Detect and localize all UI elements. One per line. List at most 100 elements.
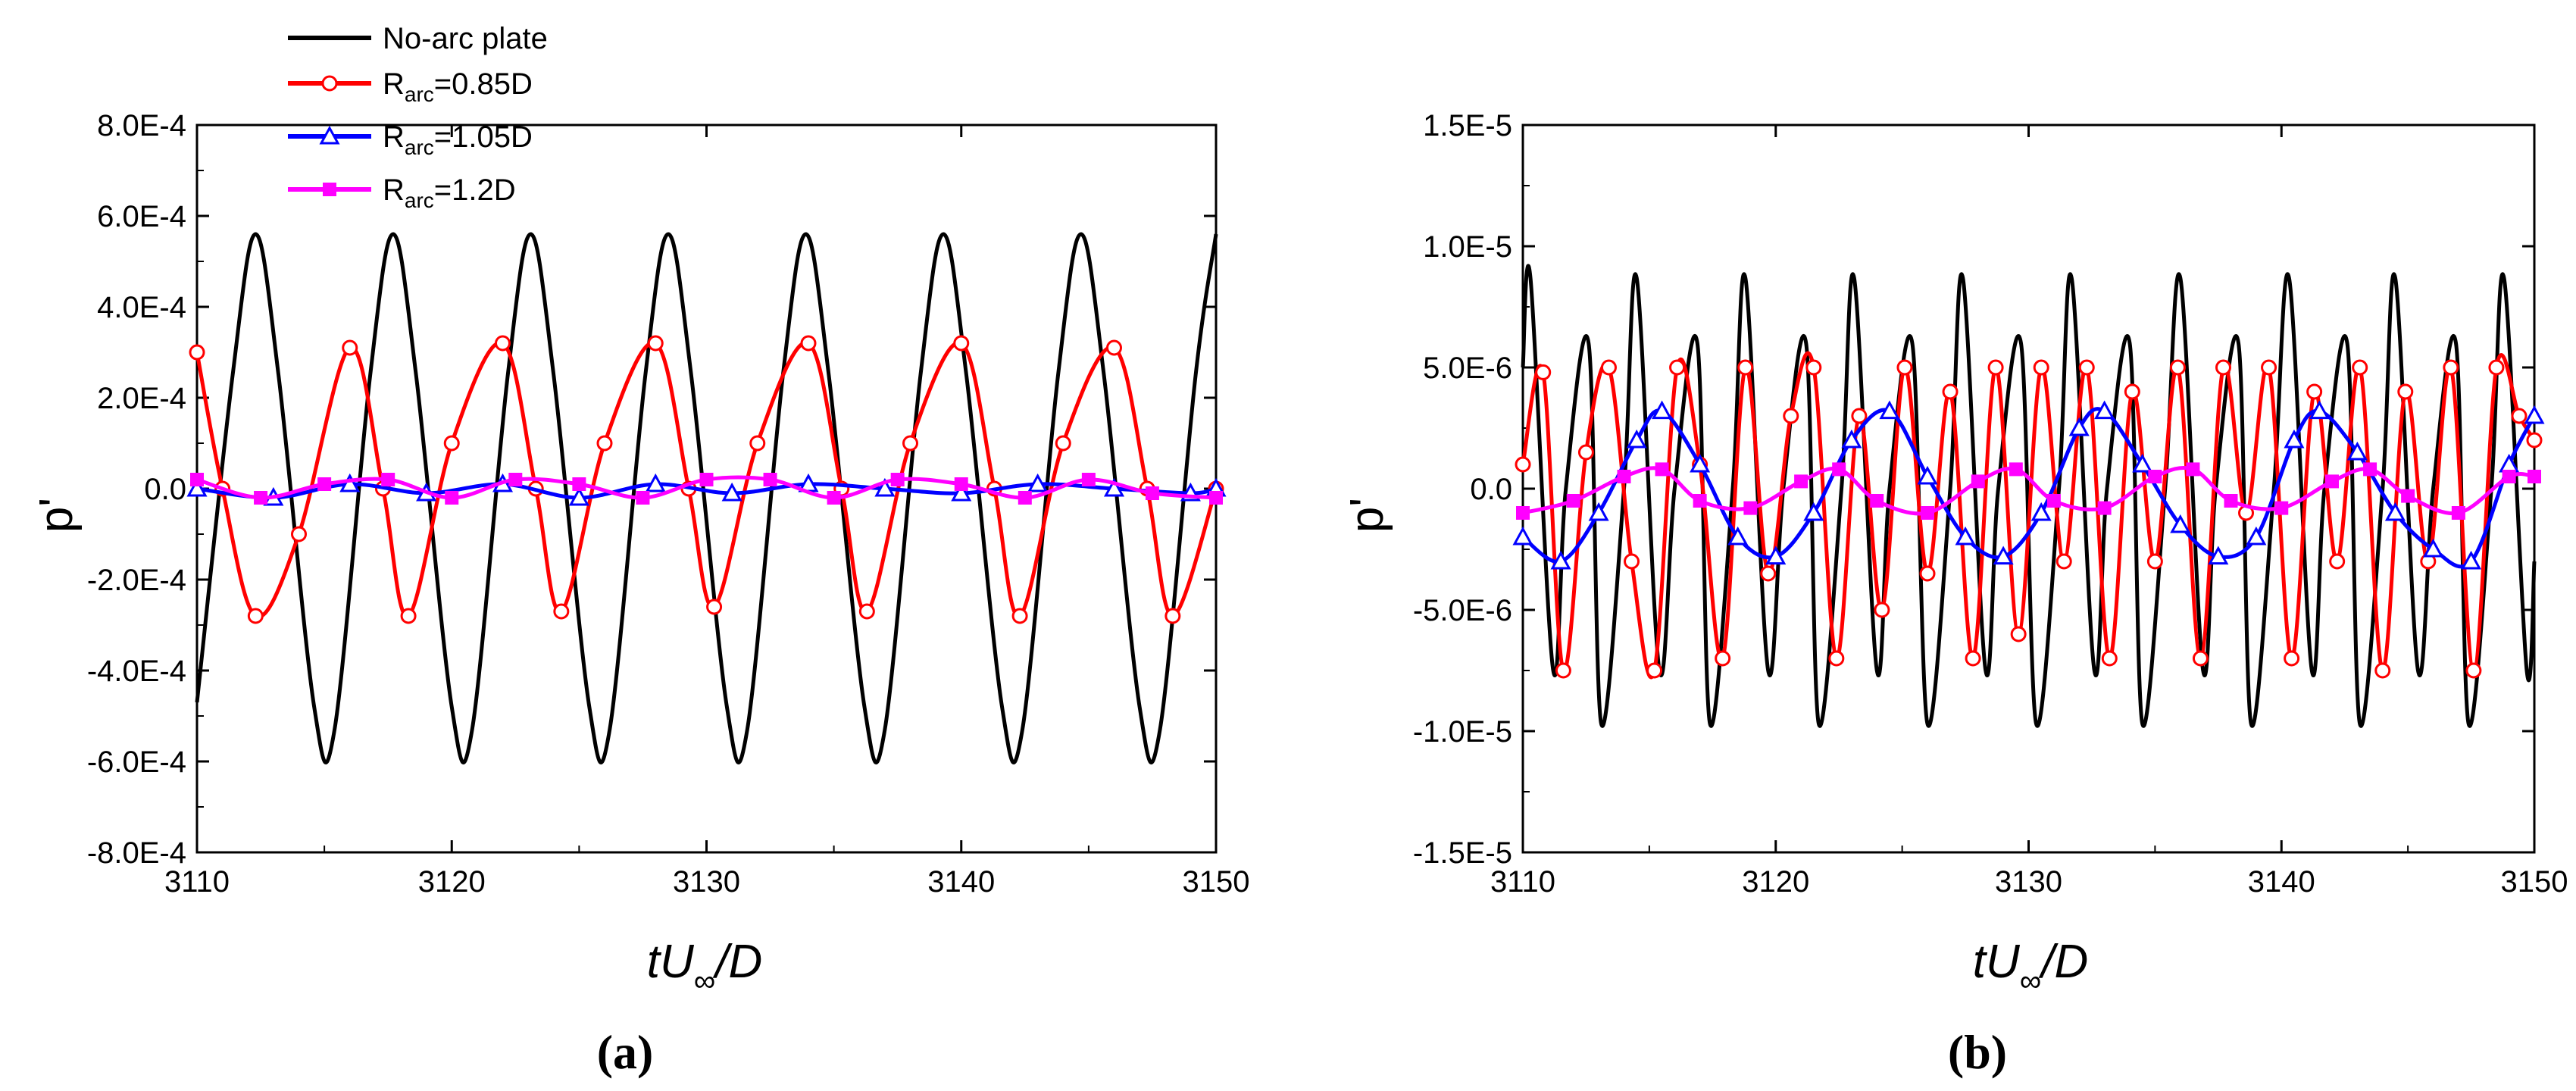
marker-square-rarc-1-2d — [2325, 474, 2339, 489]
legend-105-rest: =1.05D — [434, 120, 533, 154]
marker-triangle-rarc-1-05d — [2524, 405, 2545, 424]
y-tick-label: 8.0E-4 — [97, 109, 186, 142]
legend-label-085: Rarc=0.85D — [383, 67, 533, 106]
marker-triangle-rarc-1-05d — [339, 473, 361, 492]
marker-circle-rarc-0-85d — [2284, 650, 2300, 667]
x-tick-label: 3140 — [2248, 865, 2315, 899]
marker-triangle-rarc-1-05d — [1803, 502, 1824, 521]
marker-circle-rarc-0-85d — [2261, 359, 2277, 376]
marker-triangle-rarc-1-05d — [951, 482, 972, 502]
x-tick-label: 3110 — [1490, 865, 1555, 899]
panel-b-xlabel: tU∞/D — [1973, 936, 2089, 998]
panel-a-caption: (a) — [597, 1025, 654, 1079]
marker-square-rarc-1-2d — [2097, 501, 2112, 515]
y-tick-label: -1.0E-5 — [1413, 715, 1512, 749]
marker-circle-rarc-0-85d — [1165, 608, 1181, 624]
marker-circle-rarc-0-85d — [2010, 626, 2027, 642]
marker-circle-rarc-0-85d — [647, 335, 664, 352]
marker-square-rarc-1-2d — [1794, 474, 1809, 489]
legend-label-105: Rarc=1.05D — [383, 120, 533, 159]
marker-triangle-rarc-1-05d — [1993, 546, 2014, 565]
x-tick-label: 3110 — [164, 865, 230, 899]
marker-circle-rarc-0-85d — [2374, 662, 2391, 679]
marker-square-rarc-1-2d — [954, 477, 968, 491]
marker-square-rarc-1-2d — [190, 473, 204, 486]
legend-entry-no-arc: No-arc plate — [288, 22, 548, 55]
marker-triangle-rarc-1-05d — [2170, 514, 2191, 533]
marker-square-rarc-1-2d — [1516, 506, 1530, 520]
legend-105-main: R — [383, 120, 405, 154]
panel-a: 3110 3120 3130 3140 3150 8.0E-4 6.0E-4 4.0E-4 2.… — [30, 22, 1249, 1079]
legend-12-rest: =1.2D — [434, 173, 516, 207]
marker-triangle-rarc-1-05d — [2208, 546, 2229, 565]
y-tick-label: -8.0E-4 — [87, 836, 186, 870]
marker-square-rarc-1-2d — [1655, 462, 1669, 477]
marker-circle-rarc-0-85d — [495, 335, 511, 352]
legend-105-sub: arc — [405, 136, 434, 159]
marker-triangle-rarc-1-05d — [2094, 400, 2115, 420]
y-tick-label: 0.0 — [144, 473, 186, 506]
marker-circle-rarc-0-85d — [247, 608, 264, 624]
y-tick-label: 2.0E-4 — [97, 382, 186, 415]
marker-circle-rarc-0-85d — [2306, 383, 2323, 400]
legend-marker-triangle — [319, 125, 340, 145]
marker-circle-rarc-0-85d — [1919, 565, 1936, 582]
y-tick-label: 1.0E-5 — [1423, 230, 1512, 264]
panel-a-series — [186, 232, 1227, 764]
marker-circle-rarc-0-85d — [2078, 359, 2095, 376]
marker-circle-rarc-0-85d — [1942, 383, 1959, 400]
marker-square-rarc-1-2d — [699, 473, 714, 486]
panel-a-ylabel: p' — [30, 498, 83, 533]
marker-circle-rarc-0-85d — [400, 608, 417, 624]
marker-square-rarc-1-2d — [2186, 462, 2200, 477]
marker-square-rarc-1-2d — [1870, 494, 1884, 508]
marker-square-rarc-1-2d — [1566, 494, 1580, 508]
marker-square-rarc-1-2d — [317, 477, 332, 491]
marker-circle-rarc-0-85d — [342, 339, 358, 356]
legend-085-main: R — [383, 67, 405, 101]
marker-circle-rarc-0-85d — [2443, 359, 2459, 376]
marker-circle-rarc-0-85d — [1577, 444, 1594, 461]
legend-085-sub: arc — [405, 83, 434, 106]
panel-b-tick-labels: 3110 3120 3130 3140 3150 1.5E-5 1.0E-5 5.0E-6 0.… — [1413, 109, 2568, 899]
y-tick-label: -4.0E-4 — [87, 655, 186, 688]
series-line-rarc-0-85d — [195, 340, 1218, 619]
marker-triangle-rarc-1-05d — [186, 477, 208, 497]
legend-085-rest: =0.85D — [434, 67, 533, 101]
marker-triangle-rarc-1-05d — [1841, 429, 1862, 449]
panel-a-xlabel-sub: ∞ — [694, 964, 716, 998]
series-line-no-arc-plate — [195, 232, 1218, 764]
marker-triangle-rarc-1-05d — [1917, 465, 1938, 485]
marker-triangle-rarc-1-05d — [2068, 417, 2090, 436]
marker-circle-rarc-0-85d — [1851, 408, 1868, 424]
marker-circle-rarc-0-85d — [1715, 650, 1731, 667]
legend-label-no-arc: No-arc plate — [383, 22, 548, 55]
marker-circle-rarc-0-85d — [2488, 359, 2505, 376]
marker-square-rarc-1-2d — [381, 473, 395, 486]
marker-triangle-rarc-1-05d — [1765, 546, 1787, 565]
x-tick-label: 3130 — [1995, 865, 2062, 899]
marker-square-rarc-1-2d — [1743, 501, 1758, 515]
marker-square-rarc-1-2d — [2224, 494, 2238, 508]
marker-circle-rarc-0-85d — [1737, 359, 1754, 376]
marker-circle-rarc-0-85d — [1669, 359, 1686, 376]
marker-triangle-rarc-1-05d — [1027, 473, 1049, 492]
y-tick-label: -5.0E-6 — [1413, 594, 1512, 627]
x-tick-label: 3120 — [418, 865, 486, 899]
y-tick-label: 4.0E-4 — [97, 291, 186, 324]
marker-triangle-rarc-1-05d — [2030, 502, 2052, 521]
marker-triangle-rarc-1-05d — [645, 473, 666, 492]
marker-circle-rarc-0-85d — [291, 526, 307, 542]
marker-square-rarc-1-2d — [1145, 486, 1159, 500]
marker-triangle-rarc-1-05d — [568, 486, 589, 506]
marker-square-rarc-1-2d — [1617, 470, 1631, 483]
panel-a-xlabel: tU∞/D — [647, 936, 763, 998]
marker-circle-rarc-0-85d — [1646, 662, 1663, 679]
marker-square-rarc-1-2d — [827, 491, 841, 505]
marker-triangle-rarc-1-05d — [2346, 441, 2368, 461]
marker-circle-rarc-0-85d — [2169, 359, 2186, 376]
marker-triangle-rarc-1-05d — [2246, 526, 2267, 546]
marker-square-rarc-1-2d — [2502, 470, 2516, 483]
marker-circle-rarc-0-85d — [1515, 456, 1531, 473]
